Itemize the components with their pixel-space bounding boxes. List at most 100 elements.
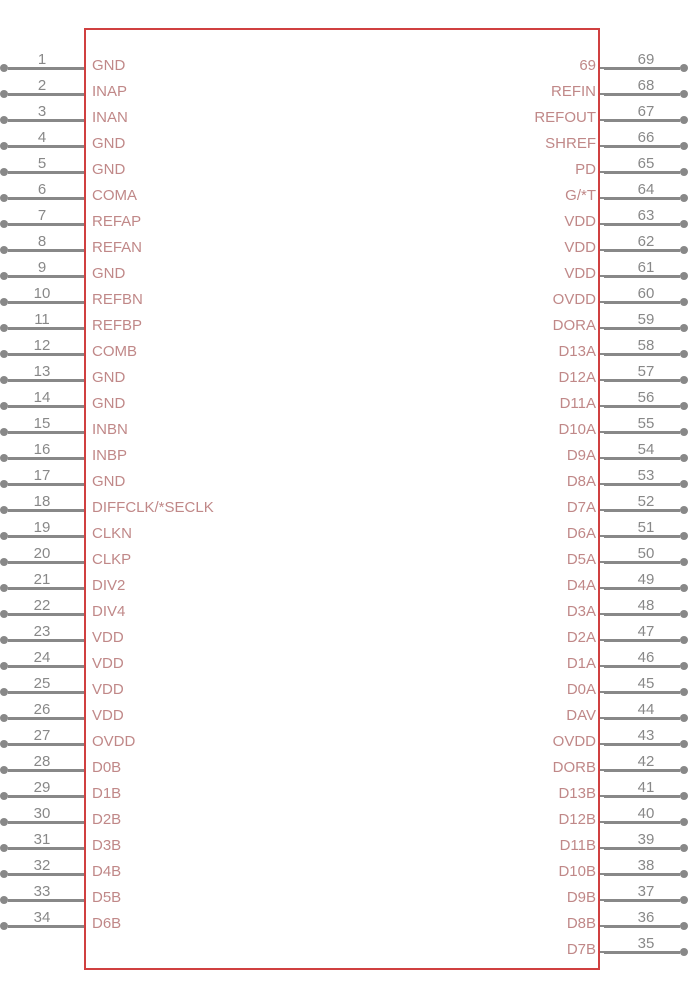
pin-dot [0, 662, 8, 670]
pin-number-underline [604, 276, 680, 278]
pin-number: 25 [8, 675, 76, 692]
pin-number-underline [8, 926, 84, 928]
pin-number: 35 [612, 935, 680, 952]
pin-label: SHREF [545, 135, 596, 152]
pin-number-underline [8, 432, 84, 434]
pin-label: DIV2 [92, 577, 125, 594]
pin-dot [680, 818, 688, 826]
pin-label: INBP [92, 447, 127, 464]
pin-dot [680, 376, 688, 384]
pin-number: 64 [612, 181, 680, 198]
pin-dot [0, 714, 8, 722]
pin-number-underline [8, 770, 84, 772]
pin-label: REFIN [551, 83, 596, 100]
pin-number-underline [604, 536, 680, 538]
pin-label: DIV4 [92, 603, 125, 620]
pin-dot [680, 350, 688, 358]
pin-dot [0, 90, 8, 98]
pin-label: INAN [92, 109, 128, 126]
pin-label: D1A [567, 655, 596, 672]
pin-label: OVDD [553, 733, 596, 750]
pin-dot [0, 480, 8, 488]
pin-number-underline [8, 510, 84, 512]
pin-label: DORB [553, 759, 596, 776]
pin-number: 8 [8, 233, 76, 250]
pin-label: D8A [567, 473, 596, 490]
pin-number: 38 [612, 857, 680, 874]
pin-number: 21 [8, 571, 76, 588]
pin-number-underline [604, 224, 680, 226]
pin-number-underline [8, 328, 84, 330]
pin-number-underline [8, 120, 84, 122]
pin-label: COMB [92, 343, 137, 360]
pin-number-underline [604, 328, 680, 330]
pin-number: 9 [8, 259, 76, 276]
pin-number-underline [604, 588, 680, 590]
pin-number: 51 [612, 519, 680, 536]
pin-number: 37 [612, 883, 680, 900]
pin-35: D7B35 [348, 939, 688, 965]
pin-number: 44 [612, 701, 680, 718]
pin-dot [0, 298, 8, 306]
pin-dot [0, 896, 8, 904]
pin-number-underline [8, 406, 84, 408]
pin-number: 13 [8, 363, 76, 380]
pin-number: 63 [612, 207, 680, 224]
pin-dot [0, 246, 8, 254]
pin-label: D2B [92, 811, 121, 828]
pin-dot [0, 636, 8, 644]
pin-number-underline [8, 640, 84, 642]
pin-number-underline [604, 848, 680, 850]
pin-number: 55 [612, 415, 680, 432]
pin-dot [0, 428, 8, 436]
pin-label: D9B [567, 889, 596, 906]
pin-dot [680, 948, 688, 956]
pin-number: 34 [8, 909, 76, 926]
pin-number-underline [604, 250, 680, 252]
pin-dot [680, 246, 688, 254]
pin-number: 46 [612, 649, 680, 666]
pin-label: D0B [92, 759, 121, 776]
pin-number: 30 [8, 805, 76, 822]
pin-dot [0, 350, 8, 358]
pin-number-underline [604, 172, 680, 174]
pin-number-underline [604, 744, 680, 746]
pin-number: 68 [612, 77, 680, 94]
pin-number: 43 [612, 727, 680, 744]
pin-label: D6A [567, 525, 596, 542]
pin-dot [680, 714, 688, 722]
pin-number: 62 [612, 233, 680, 250]
pin-number-underline [8, 198, 84, 200]
pin-label: CLKP [92, 551, 131, 568]
pin-dot [0, 454, 8, 462]
pin-label: D10B [558, 863, 596, 880]
pin-number: 45 [612, 675, 680, 692]
pin-number: 50 [612, 545, 680, 562]
pin-number: 7 [8, 207, 76, 224]
pin-number: 66 [612, 129, 680, 146]
pin-number-underline [8, 588, 84, 590]
pin-dot [680, 922, 688, 930]
pin-number-underline [8, 874, 84, 876]
pin-number: 57 [612, 363, 680, 380]
pin-number: 24 [8, 649, 76, 666]
pin-dot [0, 324, 8, 332]
pin-number: 67 [612, 103, 680, 120]
pin-number-underline [8, 666, 84, 668]
pin-label: REFOUT [534, 109, 596, 126]
pin-number-underline [604, 822, 680, 824]
pin-label: OVDD [92, 733, 135, 750]
pin-number-underline [604, 68, 680, 70]
pin-dot [0, 870, 8, 878]
pin-label: D2A [567, 629, 596, 646]
pin-number: 23 [8, 623, 76, 640]
pin-label: D12A [558, 369, 596, 386]
pin-number-underline [604, 380, 680, 382]
pin-label: D7A [567, 499, 596, 516]
pin-number: 22 [8, 597, 76, 614]
pin-number: 58 [612, 337, 680, 354]
pin-number-underline [8, 354, 84, 356]
pin-dot [680, 272, 688, 280]
pin-number: 61 [612, 259, 680, 276]
pin-number-underline [604, 874, 680, 876]
